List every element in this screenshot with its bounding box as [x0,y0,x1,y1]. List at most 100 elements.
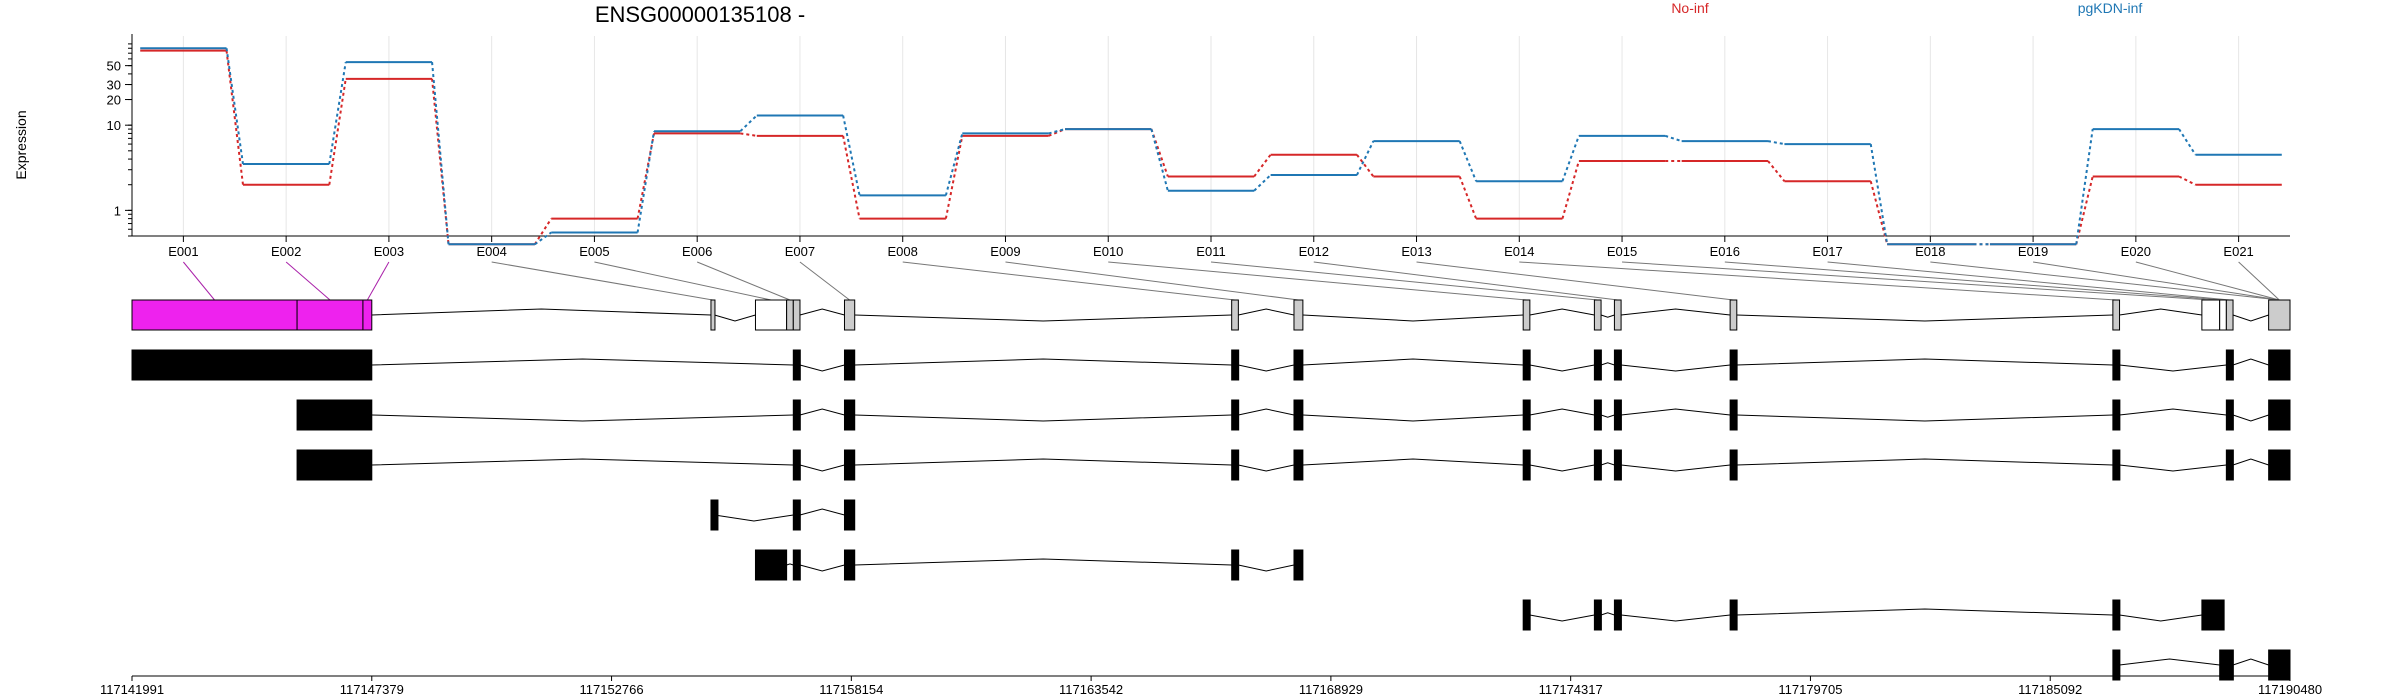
exon-label-e020: E020 [2121,244,2151,259]
exon-label-e011: E011 [1196,244,1225,259]
series-no-inf-connector [1458,176,1478,219]
connector-e018 [1930,261,2280,301]
transcript-4-intron [714,514,794,522]
exon-label-e018: E018 [1915,244,1945,259]
transcript-5-exon [843,549,856,581]
transcript-1-intron [371,358,794,366]
transcript-1-intron [1302,358,1524,366]
transcript-6-intron [2119,614,2202,622]
gene-model [131,299,2291,681]
series-no-inf-connector [842,135,861,219]
connector-e012 [1313,261,1618,301]
transcript-2-intron [854,414,1232,422]
meta-exon [362,299,373,331]
connector-e019 [2033,261,2280,301]
meta-intron [1736,314,2113,322]
coordinate-label-2: 117152766 [580,682,644,697]
transcript-1-exon [792,349,801,381]
meta-intron [2119,308,2202,316]
meta-exon [1231,299,1239,331]
series-pgkdn-inf-connector [328,61,347,165]
meta-exon [710,299,716,331]
transcript-3-intron [371,458,794,466]
exon-label-e013: E013 [1401,244,1431,259]
connector-e007 [799,261,850,301]
connector-e004 [491,261,713,301]
transcript-2-intron [1238,408,1295,416]
meta-intron [799,308,845,316]
y-tick-label-10: 10 [107,118,121,133]
transcript-5-intron [786,563,794,566]
exon-label-e021: E021 [2223,244,2253,259]
transcript-3-exon [1593,449,1602,481]
transcript-3-intron [2232,458,2269,466]
x-axis: E001 E002 E003 E004 E005 E006 E007 E008 E009 E010… [132,235,2290,259]
transcript-7-intron [2119,658,2220,666]
transcript-2-exon [2268,399,2291,431]
transcript-1-exon [1293,349,1304,381]
exon-label-e016: E016 [1710,244,1740,259]
exon-label-e008: E008 [888,244,918,259]
transcript-2-exon [1593,399,1602,431]
series-pgkdn-inf-connector [944,133,964,196]
genome-coordinates: 117141991 117147379 117152766 117158154 1171… [100,675,2322,697]
meta-exon [843,299,856,331]
transcript-1-intron [2232,358,2269,366]
transcript-3-exon [843,449,856,481]
connector-e015 [1622,261,2211,301]
transcript-3-intron [799,464,845,472]
series-no-inf-connector [2178,175,2196,186]
meta-intron [1621,308,1731,316]
y-tick-label-20: 20 [107,93,121,108]
transcript-4-intron [799,508,845,516]
transcript-6-intron [1621,614,1731,622]
transcript-2-intron [2232,414,2269,422]
coordinate-label-6: 117174317 [1539,682,1603,697]
series-no-inf-connector [636,133,656,219]
meta-exon [754,299,788,331]
transcript-4-exon [792,499,801,531]
transcript-3-exon [1231,449,1240,481]
transcript-3-exon [2268,449,2291,481]
transcript-6-exon [2201,599,2225,631]
transcript-2-intron [1621,408,1731,416]
meta-intron [371,308,711,316]
series-pgkdn-inf-connector [636,131,656,233]
transcript-1-intron [1529,364,1595,372]
transcript-7-intron [2232,658,2269,666]
transcript-2-exon [1522,399,1531,431]
exon-label-e007: E007 [785,244,815,259]
transcript-5-exon [1293,549,1304,581]
exon-label-e005: E005 [579,244,609,259]
transcript-6-intron [1529,614,1595,622]
exon-label-e002: E002 [271,244,301,259]
series-no-inf-connector [1561,160,1580,219]
transcript-1-exon [2268,349,2291,381]
series-pgkdn-inf-connector [1561,135,1580,182]
y-tick-label-50: 50 [107,59,121,74]
transcript-2-exon [1729,399,1738,431]
connector-e013 [1416,261,1734,301]
transcript-1-exon [843,349,856,381]
connector-e017 [1827,261,2230,301]
series-no-inf-connector [328,78,347,185]
transcript-2-exon [1613,399,1622,431]
coordinate-label-4: 117163542 [1059,682,1123,697]
connector-e006 [697,261,791,301]
connector-e001 [182,261,215,301]
transcript-1-intron [1736,358,2113,366]
legend-pgkdn-inf: pgKDN-inf [2078,0,2143,16]
coordinate-label-9: 117190480 [2258,682,2322,697]
series-pgkdn-inf-connector [842,115,861,196]
meta-exon [1729,299,1738,331]
transcript-1-exon [1613,349,1622,381]
transcript-1-exon [2112,349,2121,381]
transcript-3-exon [2225,449,2234,481]
series-pgkdn-inf-connector [534,231,552,246]
series-no-inf-connector [944,135,964,219]
transcript-3-intron [1238,464,1295,472]
series-no-inf-connector [431,78,450,245]
coordinate-label-5: 117168929 [1299,682,1363,697]
exon-label-e015: E015 [1607,244,1637,259]
transcript-5-exon [792,549,801,581]
